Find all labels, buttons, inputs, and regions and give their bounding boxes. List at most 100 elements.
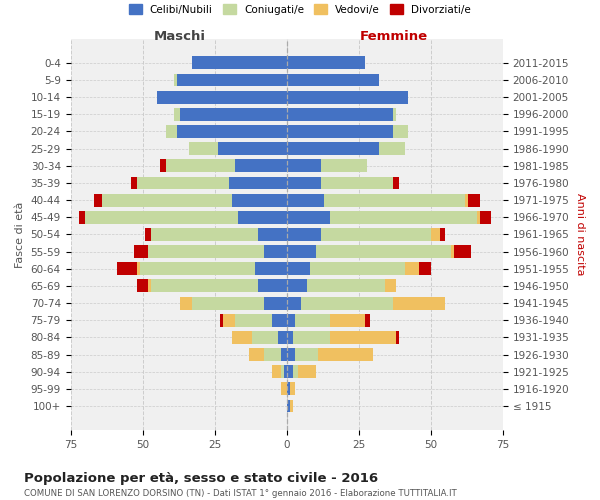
- Y-axis label: Anni di nascita: Anni di nascita: [575, 193, 585, 276]
- Bar: [137, 262, 140, 275]
- Bar: [287, 176, 322, 190]
- Bar: [293, 366, 298, 378]
- Bar: [229, 176, 287, 190]
- Bar: [281, 366, 284, 378]
- Bar: [102, 194, 232, 206]
- Bar: [235, 314, 272, 326]
- Bar: [281, 348, 287, 361]
- Bar: [394, 108, 397, 120]
- Bar: [238, 211, 287, 224]
- Bar: [287, 125, 394, 138]
- Bar: [290, 382, 295, 396]
- Bar: [287, 366, 293, 378]
- Bar: [287, 296, 301, 310]
- Bar: [293, 331, 330, 344]
- Bar: [157, 90, 287, 104]
- Bar: [258, 280, 287, 292]
- Bar: [148, 280, 151, 292]
- Bar: [290, 400, 293, 412]
- Bar: [405, 262, 419, 275]
- Bar: [180, 108, 287, 120]
- Bar: [287, 211, 330, 224]
- Bar: [322, 228, 431, 241]
- Bar: [440, 228, 445, 241]
- Bar: [287, 194, 324, 206]
- Bar: [218, 142, 287, 155]
- Bar: [235, 160, 287, 172]
- Bar: [295, 348, 319, 361]
- Bar: [177, 74, 287, 86]
- Y-axis label: Fasce di età: Fasce di età: [15, 201, 25, 268]
- Bar: [166, 160, 235, 172]
- Bar: [284, 366, 287, 378]
- Bar: [148, 245, 263, 258]
- Bar: [79, 211, 85, 224]
- Bar: [394, 296, 445, 310]
- Bar: [94, 194, 102, 206]
- Text: Popolazione per età, sesso e stato civile - 2016: Popolazione per età, sesso e stato civil…: [24, 472, 378, 485]
- Bar: [330, 331, 397, 344]
- Bar: [287, 228, 322, 241]
- Bar: [258, 228, 287, 241]
- Bar: [324, 194, 466, 206]
- Bar: [298, 366, 316, 378]
- Bar: [151, 280, 258, 292]
- Bar: [287, 245, 316, 258]
- Bar: [477, 211, 480, 224]
- Bar: [281, 382, 287, 396]
- Bar: [220, 314, 223, 326]
- Bar: [160, 160, 166, 172]
- Bar: [223, 314, 235, 326]
- Bar: [394, 176, 399, 190]
- Bar: [330, 211, 477, 224]
- Bar: [319, 348, 373, 361]
- Bar: [287, 142, 379, 155]
- Bar: [175, 74, 177, 86]
- Bar: [166, 125, 177, 138]
- Bar: [287, 331, 293, 344]
- Bar: [252, 331, 278, 344]
- Bar: [419, 262, 431, 275]
- Bar: [394, 125, 408, 138]
- Bar: [232, 331, 252, 344]
- Bar: [134, 245, 148, 258]
- Bar: [191, 56, 287, 69]
- Bar: [287, 90, 408, 104]
- Bar: [175, 108, 180, 120]
- Bar: [145, 228, 151, 241]
- Bar: [151, 228, 258, 241]
- Bar: [287, 348, 295, 361]
- Bar: [469, 194, 480, 206]
- Bar: [278, 331, 287, 344]
- Bar: [137, 176, 229, 190]
- Bar: [431, 228, 440, 241]
- Bar: [330, 314, 365, 326]
- Bar: [180, 296, 191, 310]
- Bar: [322, 160, 367, 172]
- Bar: [287, 262, 310, 275]
- Bar: [287, 74, 379, 86]
- Bar: [287, 280, 307, 292]
- Bar: [307, 280, 385, 292]
- Bar: [301, 296, 394, 310]
- Bar: [116, 262, 137, 275]
- Bar: [140, 262, 255, 275]
- Bar: [85, 211, 238, 224]
- Bar: [191, 296, 263, 310]
- Bar: [249, 348, 263, 361]
- Bar: [272, 366, 281, 378]
- Bar: [177, 125, 287, 138]
- Bar: [287, 160, 322, 172]
- Bar: [131, 176, 137, 190]
- Bar: [287, 56, 365, 69]
- Bar: [255, 262, 287, 275]
- Bar: [451, 245, 454, 258]
- Bar: [379, 142, 405, 155]
- Bar: [287, 400, 290, 412]
- Bar: [263, 245, 287, 258]
- Bar: [397, 331, 399, 344]
- Text: COMUNE DI SAN LORENZO DORSINO (TN) - Dati ISTAT 1° gennaio 2016 - Elaborazione T: COMUNE DI SAN LORENZO DORSINO (TN) - Dat…: [24, 488, 457, 498]
- Bar: [466, 194, 469, 206]
- Bar: [454, 245, 471, 258]
- Bar: [385, 280, 397, 292]
